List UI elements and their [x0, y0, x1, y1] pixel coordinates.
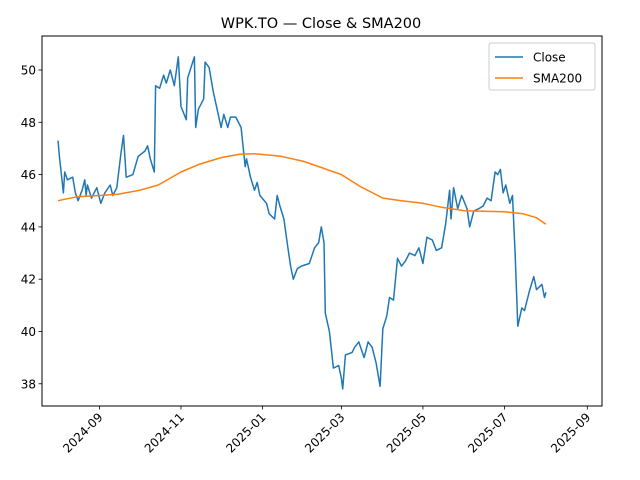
y-tick-label: 38 [21, 377, 36, 391]
y-tick-label: 48 [21, 116, 36, 130]
y-tick-label: 50 [21, 63, 36, 77]
y-tick-label: 46 [21, 168, 36, 182]
plot-frame [41, 35, 603, 407]
chart-title: WPK.TO — Close & SMA200 [221, 16, 422, 32]
legend: Close SMA200 [488, 42, 596, 91]
plot-lines [57, 56, 547, 390]
legend-label: SMA200 [533, 72, 582, 86]
series-line-close [57, 56, 547, 390]
y-tick-label: 40 [21, 325, 36, 339]
y-tick-label: 44 [21, 220, 36, 234]
y-tick-label: 42 [21, 273, 36, 287]
legend-label: Close [533, 51, 566, 65]
series-line-sma200 [57, 152, 547, 225]
y-axis: 38 40 42 44 46 48 50 [21, 63, 42, 391]
